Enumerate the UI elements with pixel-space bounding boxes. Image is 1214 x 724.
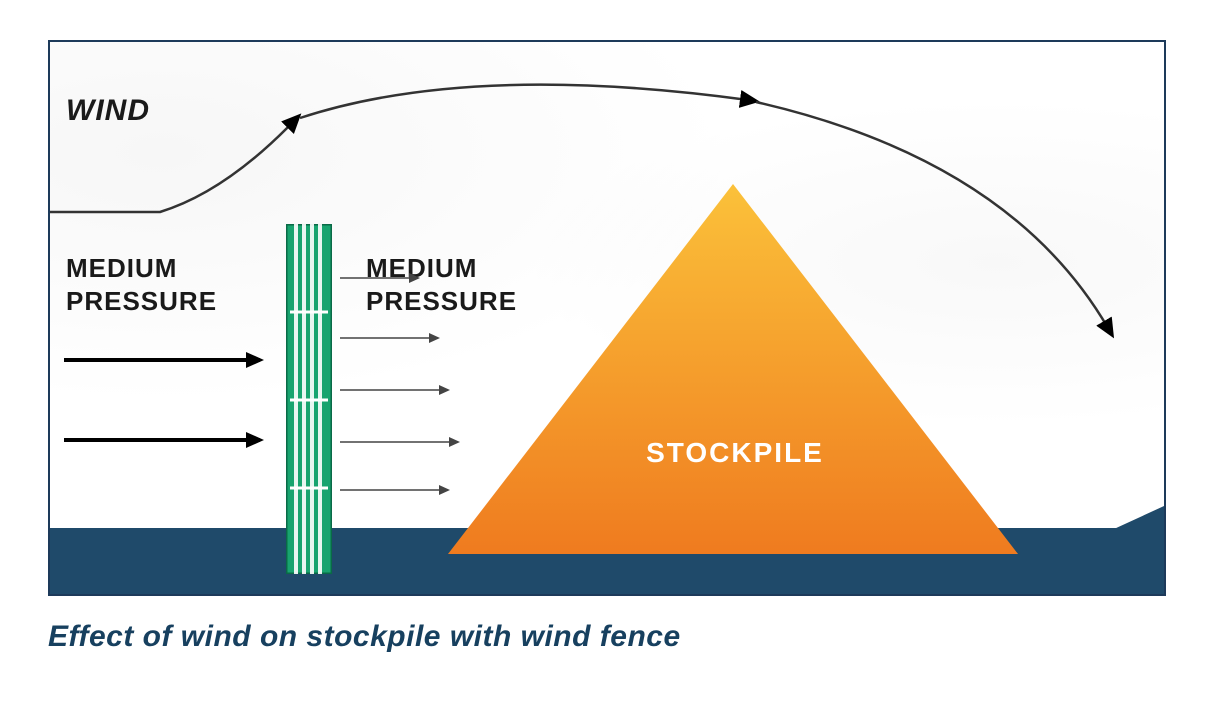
diagram-frame: STOCKPILE WIND MEDIUMPRESSURE MEDIUMPRES… <box>48 40 1166 596</box>
wind-curve-arrow <box>50 122 293 212</box>
arrows-overlay <box>50 42 1168 598</box>
diagram-caption: Effect of wind on stockpile with wind fe… <box>48 620 1166 654</box>
